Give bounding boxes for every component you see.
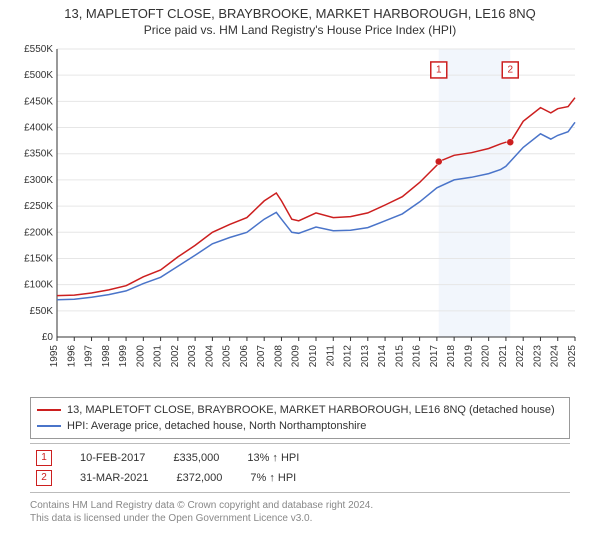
svg-text:£450K: £450K	[24, 96, 53, 107]
legend-label: HPI: Average price, detached house, Nort…	[67, 420, 366, 432]
svg-text:2013: 2013	[360, 344, 371, 367]
svg-text:2001: 2001	[153, 344, 164, 367]
svg-text:1996: 1996	[66, 344, 77, 367]
svg-text:2014: 2014	[377, 344, 388, 367]
annotation-delta: 13% ↑ HPI	[247, 452, 299, 464]
annotation-date: 31-MAR-2021	[80, 472, 148, 484]
footer-attribution: Contains HM Land Registry data © Crown c…	[30, 499, 570, 525]
svg-text:£500K: £500K	[24, 70, 53, 81]
legend: 13, MAPLETOFT CLOSE, BRAYBROOKE, MARKET …	[30, 397, 570, 439]
svg-text:2020: 2020	[481, 344, 492, 367]
svg-text:1997: 1997	[84, 344, 95, 367]
svg-text:2002: 2002	[170, 344, 181, 367]
annotation-price: £335,000	[173, 452, 219, 464]
svg-text:£50K: £50K	[30, 306, 54, 317]
svg-text:2004: 2004	[204, 344, 215, 367]
chart-subtitle: Price paid vs. HM Land Registry's House …	[0, 23, 600, 41]
svg-text:£100K: £100K	[24, 280, 53, 291]
svg-text:2021: 2021	[498, 344, 509, 367]
annotation-marker-icon: 2	[36, 470, 52, 486]
line-chart-svg: £0 £50K £100K £150K £200K £250K £300K £350K £400…	[15, 41, 585, 391]
svg-text:2012: 2012	[343, 344, 354, 367]
legend-item: 13, MAPLETOFT CLOSE, BRAYBROOKE, MARKET …	[37, 402, 563, 418]
footer-line: Contains HM Land Registry data © Crown c…	[30, 499, 570, 512]
svg-text:2016: 2016	[412, 344, 423, 367]
svg-text:2010: 2010	[308, 344, 319, 367]
footer-line: This data is licensed under the Open Gov…	[30, 512, 570, 525]
svg-text:1999: 1999	[118, 344, 129, 367]
svg-text:2025: 2025	[567, 344, 578, 367]
chart-title: 13, MAPLETOFT CLOSE, BRAYBROOKE, MARKET …	[0, 0, 600, 23]
annotation-date: 10-FEB-2017	[80, 452, 145, 464]
legend-swatch	[37, 409, 61, 411]
svg-text:£250K: £250K	[24, 201, 53, 212]
svg-text:2003: 2003	[187, 344, 198, 367]
annotation-delta: 7% ↑ HPI	[250, 472, 296, 484]
svg-text:1995: 1995	[49, 344, 60, 367]
svg-text:2: 2	[507, 64, 513, 75]
svg-text:2009: 2009	[291, 344, 302, 367]
svg-text:1: 1	[436, 64, 442, 75]
annotation-row: 1 10-FEB-2017 £335,000 13% ↑ HPI	[30, 448, 570, 468]
svg-text:£400K: £400K	[24, 122, 53, 133]
svg-text:2008: 2008	[273, 344, 284, 367]
svg-text:1998: 1998	[101, 344, 112, 367]
svg-text:£150K: £150K	[24, 253, 53, 264]
svg-text:2017: 2017	[429, 344, 440, 367]
legend-label: 13, MAPLETOFT CLOSE, BRAYBROOKE, MARKET …	[67, 404, 555, 416]
svg-text:2018: 2018	[446, 344, 457, 367]
svg-text:2005: 2005	[222, 344, 233, 367]
legend-swatch	[37, 425, 61, 427]
svg-text:£200K: £200K	[24, 227, 53, 238]
chart-area: £0 £50K £100K £150K £200K £250K £300K £350K £400…	[15, 41, 585, 391]
annotation-marker-icon: 1	[36, 450, 52, 466]
svg-text:2015: 2015	[394, 344, 405, 367]
svg-text:£300K: £300K	[24, 175, 53, 186]
svg-text:2006: 2006	[239, 344, 250, 367]
annotation-price: £372,000	[176, 472, 222, 484]
annotation-row: 2 31-MAR-2021 £372,000 7% ↑ HPI	[30, 468, 570, 488]
svg-text:£550K: £550K	[24, 44, 53, 55]
svg-text:2019: 2019	[463, 344, 474, 367]
svg-text:£0: £0	[42, 332, 54, 343]
legend-item: HPI: Average price, detached house, Nort…	[37, 418, 563, 434]
svg-text:2023: 2023	[532, 344, 543, 367]
svg-text:£350K: £350K	[24, 149, 53, 160]
annotations-table: 1 10-FEB-2017 £335,000 13% ↑ HPI 2 31-MA…	[30, 443, 570, 493]
svg-text:2022: 2022	[515, 344, 526, 367]
svg-text:2007: 2007	[256, 344, 267, 367]
svg-text:2000: 2000	[135, 344, 146, 367]
svg-text:2011: 2011	[325, 344, 336, 366]
svg-text:2024: 2024	[550, 344, 561, 367]
